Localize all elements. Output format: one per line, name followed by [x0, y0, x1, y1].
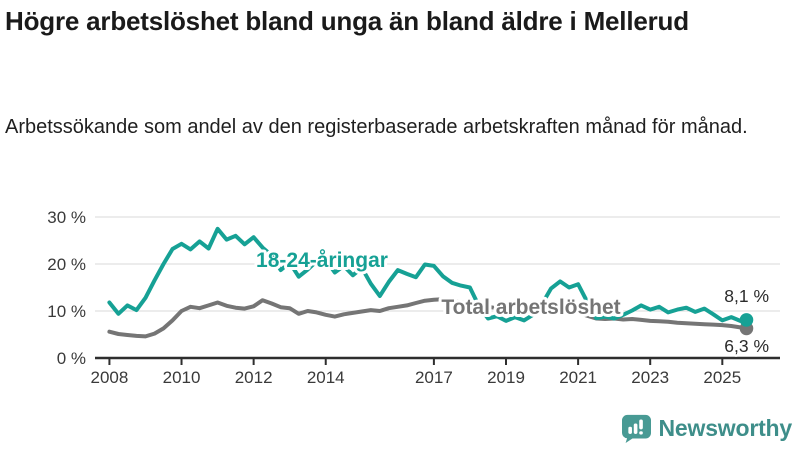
- x-tick-label: 2012: [235, 368, 273, 387]
- end-value-total: 6,3 %: [724, 336, 769, 356]
- y-tick-label: 10 %: [47, 302, 86, 321]
- y-tick-label: 0 %: [57, 349, 86, 368]
- x-tick-label: 2019: [487, 368, 525, 387]
- label-layer: 18-24-åringar Total arbetslöshet 8,1 % 6…: [253, 246, 771, 359]
- y-tick-label: 30 %: [47, 208, 86, 227]
- x-tick-label: 2021: [559, 368, 597, 387]
- page-title: Högre arbetslöshet bland unga än bland ä…: [5, 6, 689, 36]
- x-tick-label: 2017: [415, 368, 453, 387]
- newsworthy-logo[interactable]: Newsworthy: [621, 414, 792, 443]
- x-tick-label: 2023: [631, 368, 669, 387]
- newsworthy-icon: [621, 414, 651, 443]
- y-tick-label: 20 %: [47, 255, 86, 274]
- x-tick-label: 2025: [703, 368, 741, 387]
- x-tick-label: 2010: [163, 368, 201, 387]
- grid-layer: 0 % 10 % 20 % 30 % 2008 2010 2012 2014 2017 2019 2…: [47, 208, 780, 387]
- series-label-young: 18-24-åringar: [256, 249, 388, 272]
- end-value-young: 8,1 %: [724, 286, 769, 306]
- series-line-total: [107, 297, 749, 339]
- chart-subtitle: Arbetssökande som andel av den registerb…: [5, 116, 748, 138]
- series-label-total: Total arbetslöshet: [441, 296, 620, 319]
- x-tick-label: 2014: [307, 368, 345, 387]
- end-dot-young: [739, 313, 754, 327]
- series-layer: [107, 226, 754, 339]
- newsworthy-wordmark: Newsworthy: [658, 415, 793, 441]
- series-line-young: [107, 226, 749, 323]
- x-tick-label: 2008: [91, 368, 129, 387]
